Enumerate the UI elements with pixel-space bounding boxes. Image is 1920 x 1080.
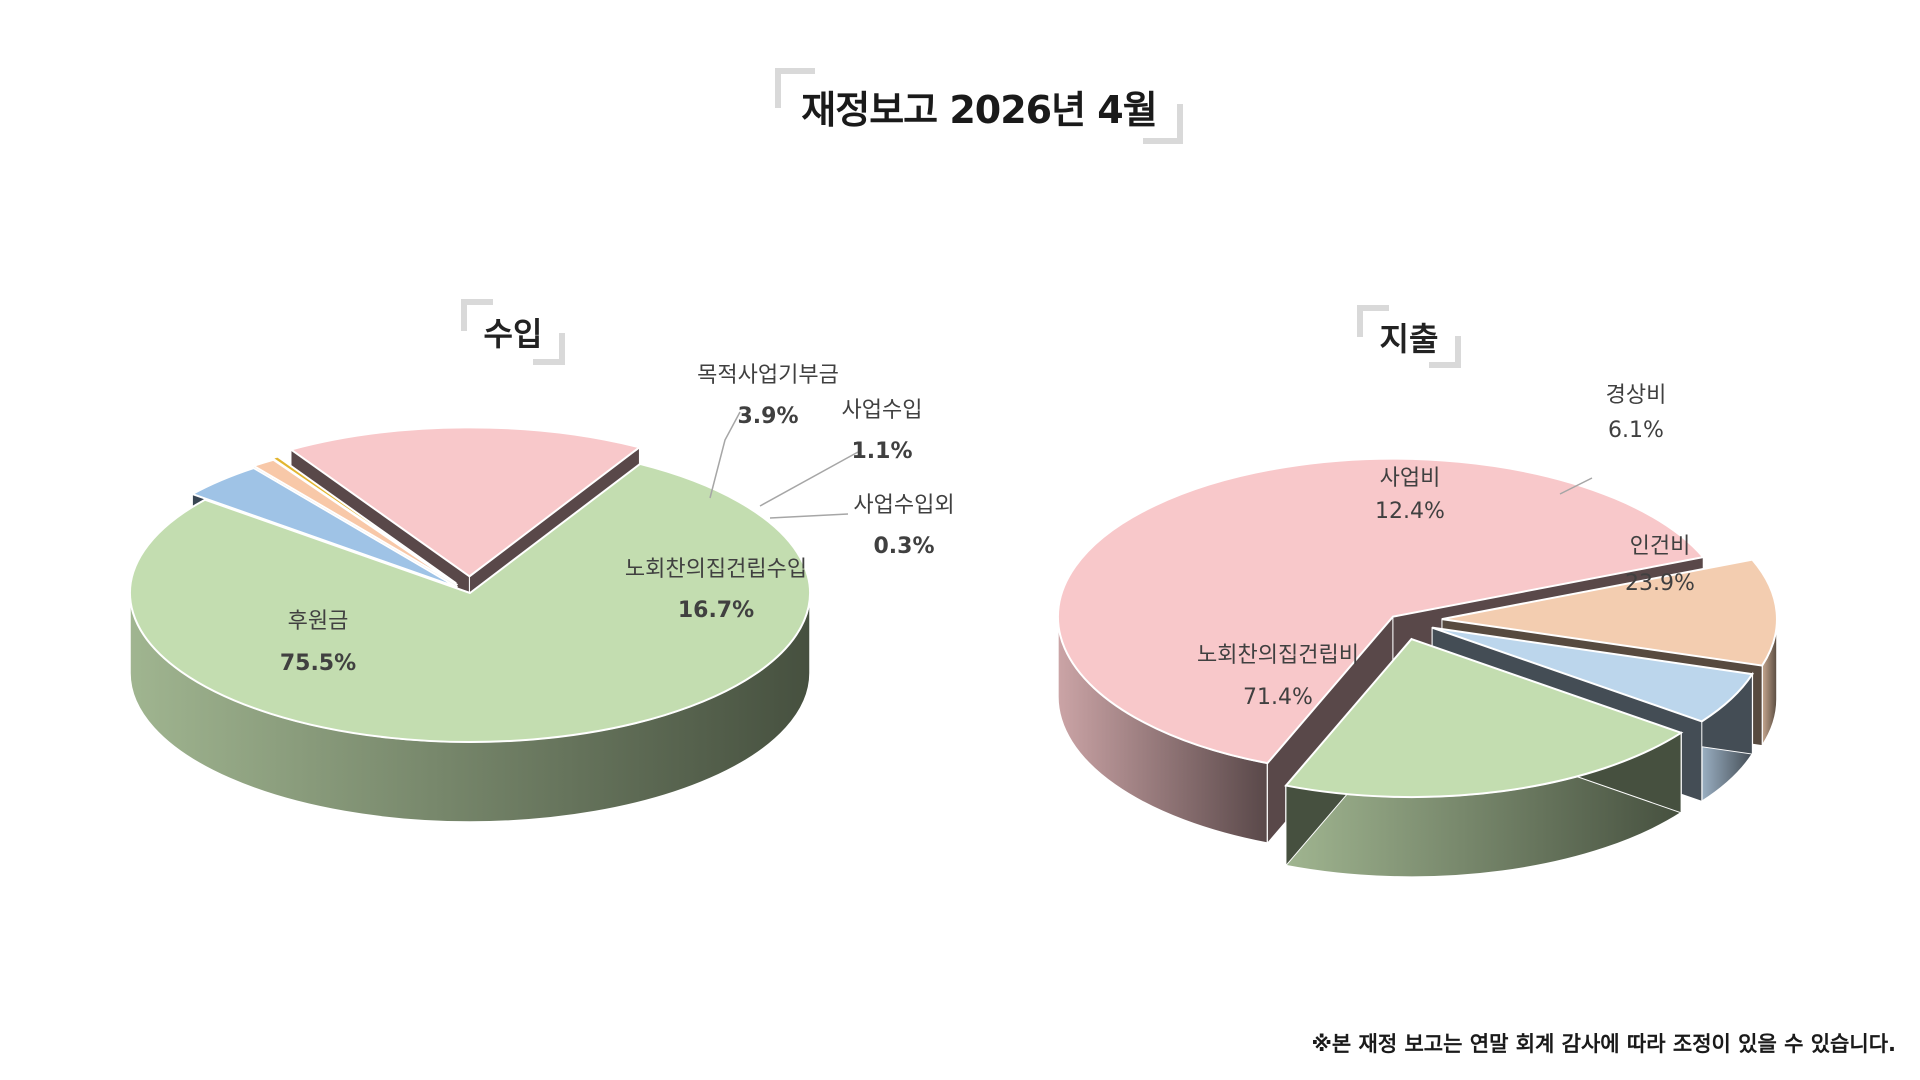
pie-slice [1431,626,1755,723]
bracket-corner-top-left [775,68,815,108]
leader-line [769,513,849,519]
slice-value-label: 6.1% [1608,418,1664,443]
slice-value-label: 16.7% [678,598,754,623]
page-title-text: 재정보고 2026년 4월 [801,87,1157,132]
slice-name-label: 노회찬의집건립비 [1197,643,1359,668]
income-pie: 후원금 75.5% 목적사업기부금 3.9% 사업수입 1.1% 사업수입외 0.3% 노회찬의… [129,363,955,823]
leader-line [759,451,859,507]
slice-name-label: 사업비 [1380,466,1441,491]
slice-value-label: 71.4% [1243,685,1313,710]
slice-name-label: 경상비 [1606,383,1667,408]
bracket-corner-bottom-right [533,333,565,365]
bracket-corner-bottom-right [1429,336,1461,368]
expense-chart-title: 지출 [1357,305,1461,368]
expense-pie: 노회찬의집건립비 71.4% 사업비 12.4% 경상비 6.1% 인건비 23.9% [1056,383,1778,878]
slice-name-label: 인건비 [1630,534,1691,559]
leader-line [709,411,741,499]
slice-name-label: 목적사업기부금 [697,363,839,388]
bracket-corner-top-left [461,299,493,331]
pie-slice [1284,637,1684,799]
pie-slice [189,466,458,589]
page-title: 재정보고 2026년 4월 [775,68,1183,144]
slice-value-label: 23.9% [1625,571,1695,596]
pie-slice [1441,558,1778,667]
slice-name-label: 사업수입외 [853,493,954,518]
bracket-corner-top-left [1357,305,1389,337]
pie-slice [269,455,457,585]
slice-name-label: 사업수입 [842,398,923,423]
bracket-corner-bottom-right [1143,104,1183,144]
expense-chart-title-text: 지출 [1379,319,1439,358]
slice-name-label: 후원금 [288,609,349,634]
slice-value-label: 0.3% [873,534,934,559]
footnote: ※본 재정 보고는 연말 회계 감사에 따라 조정이 있을 수 있습니다. [1311,1032,1896,1056]
income-chart-title-text: 수입 [483,315,543,353]
slice-value-label: 75.5% [280,651,356,676]
slice-value-label: 1.1% [851,439,912,464]
slice-value-label: 12.4% [1375,499,1445,524]
pie-slice [129,462,811,743]
slice-value-label: 3.9% [737,404,798,429]
pie-slice [288,426,642,578]
leader-line [1559,477,1593,495]
slice-name-label: 노회찬의집건립수입 [625,557,807,582]
income-chart-title: 수입 [461,299,565,365]
